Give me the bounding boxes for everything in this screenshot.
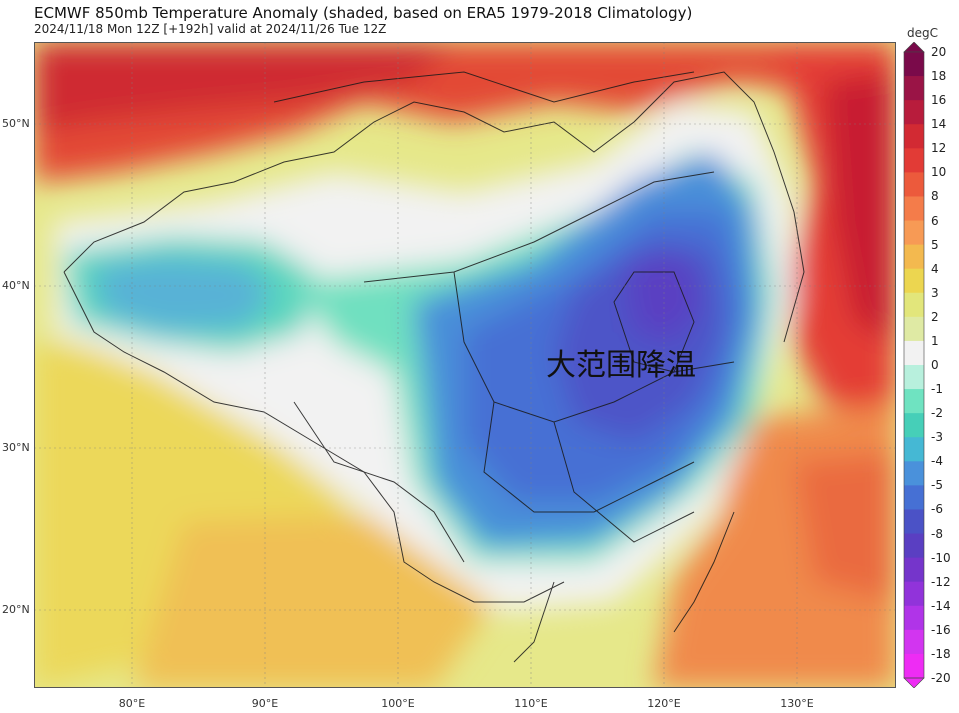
colorbar-tick-label: 0 — [931, 358, 939, 372]
colorbar-tick-label: 16 — [931, 93, 947, 108]
colorbar-tick-label: -14 — [931, 598, 951, 613]
colorbar-tick-label: -3 — [931, 430, 943, 445]
colorbar-tick-label: 10 — [931, 165, 947, 180]
colorbar-swatch — [904, 292, 924, 318]
colorbar-swatch — [904, 148, 924, 173]
map-subtitle: 2024/11/18 Mon 12Z [+192h] valid at 2024… — [34, 22, 387, 36]
colorbar-tick-label: -10 — [931, 550, 951, 565]
colorbar-tick-label: -1 — [931, 382, 943, 397]
colorbar-swatch — [904, 172, 924, 197]
lon-label: 100°E — [381, 697, 415, 710]
colorbar-tick-label: -18 — [931, 646, 951, 661]
temperature-anomaly-map — [34, 42, 896, 688]
colorbar-swatch — [904, 124, 924, 149]
lat-label: 30°N — [2, 441, 30, 454]
colorbar-unit: degC — [907, 26, 938, 40]
colorbar-tick-label: 14 — [931, 117, 947, 132]
colorbar-swatch — [904, 533, 924, 559]
colorbar-tick-label: 1 — [931, 333, 939, 348]
colorbar-swatch — [904, 220, 924, 246]
colorbar-swatch — [904, 437, 924, 462]
colorbar-swatch — [904, 605, 924, 631]
colorbar-tick-label: -8 — [931, 526, 943, 541]
colorbar-tick-label: 20 — [931, 45, 947, 59]
colorbar-swatch — [904, 316, 924, 342]
colorbar-swatch — [904, 629, 924, 655]
lat-label: 50°N — [2, 117, 30, 130]
colorbar-tick-label: 12 — [931, 141, 947, 156]
colorbar-swatch — [904, 581, 924, 607]
lat-label: 40°N — [2, 279, 30, 292]
colorbar-tick-label: 3 — [931, 285, 939, 300]
lon-label: 130°E — [780, 697, 814, 710]
colorbar-swatch — [904, 268, 924, 294]
colorbar-swatch — [904, 509, 924, 535]
colorbar-swatch — [904, 461, 924, 486]
colorbar-tick-label: -20 — [931, 671, 951, 685]
colorbar-tick-label: 2 — [931, 309, 939, 324]
colorbar-swatch — [904, 100, 924, 125]
colorbar-swatch — [904, 52, 924, 77]
colorbar-top-arrow — [903, 41, 925, 53]
colorbar-tick-label: 5 — [931, 237, 939, 252]
colorbar-swatch — [904, 196, 924, 222]
colorbar-swatch — [904, 244, 924, 270]
colorbar-tick-label: -16 — [931, 622, 951, 637]
lon-label: 120°E — [647, 697, 681, 710]
colorbar-swatch — [904, 389, 924, 414]
colorbar-tick-label: 8 — [931, 189, 939, 204]
lon-label: 90°E — [251, 697, 279, 710]
lon-label: 110°E — [514, 697, 548, 710]
colorbar-tick-label: 6 — [931, 213, 939, 228]
colorbar-tick-label: 18 — [931, 69, 947, 84]
map-title: ECMWF 850mb Temperature Anomaly (shaded,… — [34, 4, 693, 22]
colorbar-tick-label: 4 — [931, 261, 939, 276]
colorbar-swatch — [904, 557, 924, 583]
lat-label: 20°N — [2, 603, 30, 616]
colorbar-bottom-arrow — [903, 677, 925, 689]
colorbar — [903, 41, 925, 689]
colorbar-swatch — [904, 413, 924, 438]
colorbar-swatch — [904, 653, 924, 679]
map-overlay-text: 大范围降温 — [546, 348, 696, 383]
colorbar-swatch — [904, 365, 924, 390]
colorbar-tick-label: -4 — [931, 454, 943, 469]
colorbar-swatch — [904, 340, 924, 366]
colorbar-swatch — [904, 76, 924, 101]
colorbar-swatch — [904, 485, 924, 510]
colorbar-tick-label: -2 — [931, 406, 943, 421]
lon-label: 80°E — [118, 697, 146, 710]
colorbar-tick-label: -5 — [931, 478, 943, 493]
colorbar-tick-label: -6 — [931, 502, 943, 517]
colorbar-tick-label: -12 — [931, 574, 951, 589]
